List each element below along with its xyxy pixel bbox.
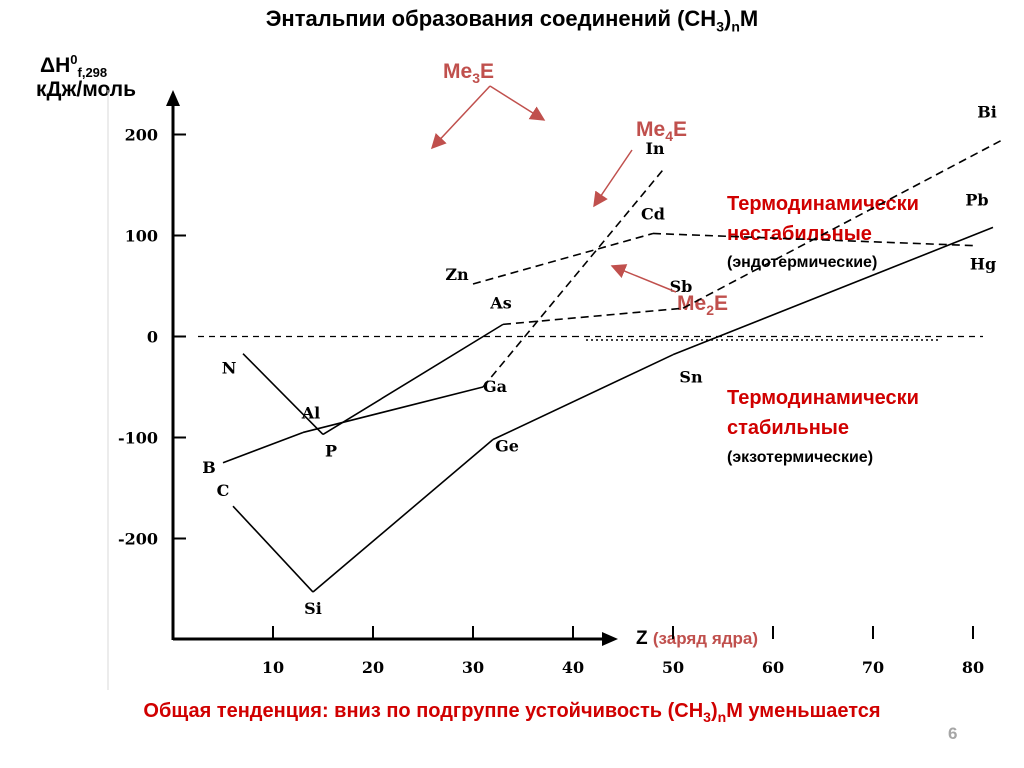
me3e-arrow-in: [430, 85, 491, 150]
element-label-hg: Hg: [970, 255, 996, 274]
series-segment-me3b: [302, 386, 484, 434]
stable-title-line1: Термодинамически: [727, 387, 919, 409]
stable-title-line2: стабильные: [727, 417, 849, 439]
series-segment-me2: [652, 232, 974, 247]
series-label-me2e: Me2E: [677, 292, 728, 319]
x-axis-label: Z (заряд ядра): [636, 628, 759, 649]
element-label-bi: Bi: [977, 103, 997, 122]
page-number: 6: [948, 724, 958, 743]
element-label-n: N: [222, 359, 237, 378]
element-label-al: Al: [301, 403, 321, 422]
y-tick-label: -200: [118, 530, 158, 549]
x-tick-label: 80: [962, 658, 984, 677]
element-label-zn: Zn: [445, 265, 469, 284]
element-label-pb: Pb: [965, 190, 988, 209]
x-tick-label: 20: [362, 658, 384, 677]
series-label-me3e: Me3E: [443, 60, 494, 87]
element-label-si: Si: [304, 599, 322, 618]
y-axis-arrow: [166, 90, 180, 106]
series-segment-me2: [472, 232, 654, 285]
x-tick-label: 40: [562, 658, 584, 677]
series-segment-me3: [242, 353, 324, 436]
series-segment-me3b: [222, 431, 304, 464]
element-label-in: In: [645, 139, 664, 158]
element-label-b: B: [202, 458, 216, 477]
stable-subtitle: (экзотермические): [727, 449, 874, 466]
y-axis-units: кДж/моль: [36, 78, 137, 101]
element-label-ge: Ge: [495, 437, 519, 456]
series-segment-me4: [232, 505, 314, 593]
element-label-sb: Sb: [670, 277, 693, 296]
series-segment-me3b: [482, 169, 664, 388]
series-segment-me3: [502, 307, 684, 326]
x-tick-label: 50: [662, 658, 684, 677]
series-label-me4e: Me4E: [636, 118, 687, 145]
me3e-arrow-bi: [489, 85, 546, 121]
element-label-p: P: [325, 441, 337, 460]
footer-conclusion: Общая тенденция: вниз по подгруппе устой…: [143, 700, 881, 725]
y-axis-label: ΔH0f,298: [40, 52, 108, 81]
me4e-arrow-pb: [593, 149, 633, 208]
x-tick-label: 60: [762, 658, 784, 677]
element-label-cd: Cd: [641, 204, 665, 223]
series-segment-me3: [322, 323, 504, 436]
series-segment-me4: [312, 438, 494, 593]
series-segment-me3: [682, 138, 1004, 309]
chart-title: Энтальпии образования соединений (CH3)nM: [265, 6, 759, 35]
unstable-subtitle: (эндотермические): [727, 254, 878, 271]
me2e-arrow-hg: [610, 264, 677, 293]
x-tick-label: 10: [262, 658, 284, 677]
y-tick-label: -100: [118, 429, 158, 448]
x-tick-label: 30: [462, 658, 484, 677]
element-label-sn: Sn: [679, 368, 703, 387]
series-segment-me4: [672, 226, 994, 356]
y-tick-label: 100: [125, 227, 158, 246]
y-tick-label: 200: [125, 126, 158, 145]
x-tick-label: 70: [862, 658, 884, 677]
y-tick-label: 0: [147, 328, 158, 347]
x-axis-arrow: [602, 632, 618, 646]
element-label-as: As: [489, 293, 511, 312]
element-label-c: C: [217, 481, 230, 500]
element-label-ga: Ga: [483, 377, 507, 396]
series-segment-me4: [492, 353, 674, 441]
